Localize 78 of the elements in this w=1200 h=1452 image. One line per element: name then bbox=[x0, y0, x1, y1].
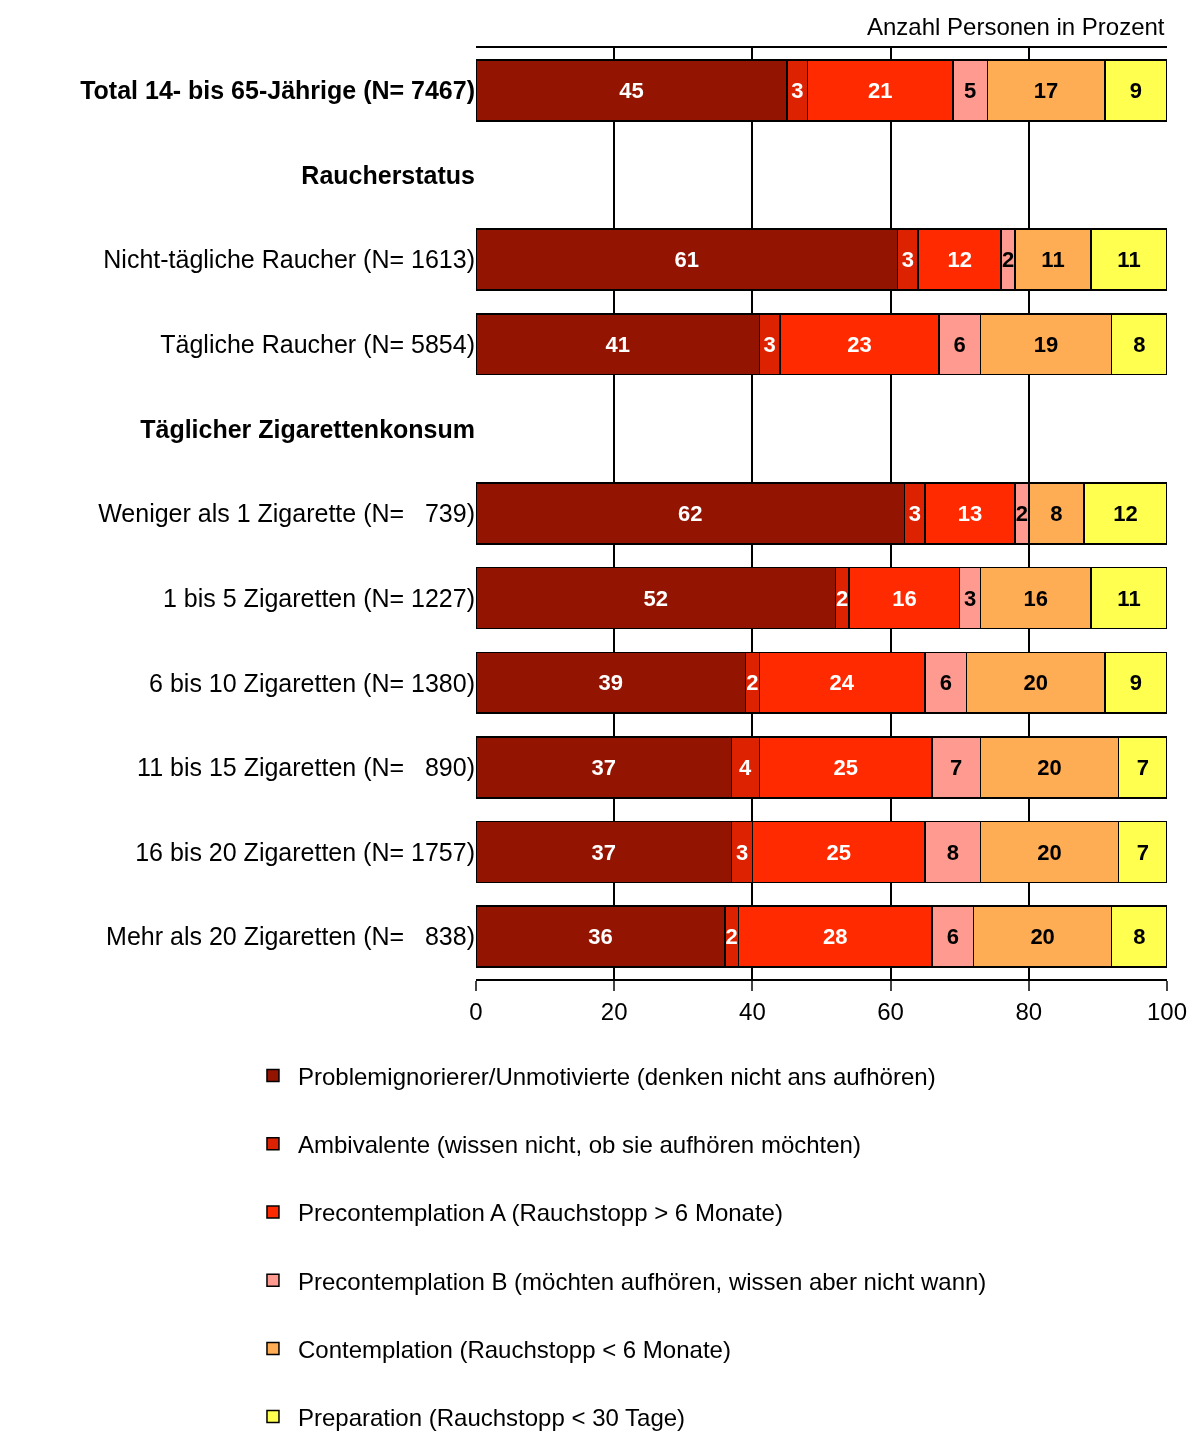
data-label: 3 bbox=[901, 247, 914, 273]
legend-label: Ambivalente (wissen nicht, ob sie aufhören möchten) bbox=[297, 1131, 861, 1159]
x-tick-label: 100 bbox=[1146, 997, 1188, 1025]
data-label: 4 bbox=[738, 754, 752, 780]
data-label: 8 bbox=[1133, 331, 1146, 357]
data-label: 6 bbox=[953, 331, 966, 357]
data-label: 45 bbox=[619, 77, 644, 103]
data-label: 39 bbox=[598, 670, 623, 696]
data-label: 2 bbox=[1015, 501, 1029, 526]
legend-label: Contemplation (Rauchstopp < 6 Monate) bbox=[297, 1335, 731, 1363]
data-label: 12 bbox=[1113, 501, 1138, 526]
data-label: 19 bbox=[1033, 331, 1059, 357]
data-label: 3 bbox=[735, 839, 749, 865]
data-label: 20 bbox=[1037, 754, 1062, 780]
data-label: 8 bbox=[946, 839, 959, 865]
data-label: 7 bbox=[950, 754, 963, 780]
data-label: 61 bbox=[674, 247, 699, 273]
data-label: 11 bbox=[1117, 585, 1141, 611]
data-label: 6 bbox=[939, 670, 953, 696]
data-label: 37 bbox=[591, 839, 617, 865]
data-label: 20 bbox=[1023, 670, 1048, 696]
data-label: 8 bbox=[1050, 501, 1063, 526]
y-tick-label: Weniger als 1 Zigarette (N= 739) bbox=[98, 499, 475, 528]
y-tick-label: Nicht-tägliche Raucher (N= 1613) bbox=[103, 245, 475, 274]
data-label: 17 bbox=[1033, 77, 1059, 103]
data-label: 62 bbox=[677, 501, 703, 526]
data-label: 2 bbox=[1001, 247, 1015, 273]
y-tick-label: 16 bis 20 Zigaretten (N= 1757) bbox=[135, 837, 475, 866]
x-tick-label: 0 bbox=[469, 997, 483, 1025]
data-label: 7 bbox=[1136, 754, 1149, 780]
y-tick-label: 11 bis 15 Zigaretten (N= 890) bbox=[137, 753, 475, 782]
data-label: 3 bbox=[763, 331, 776, 357]
data-label: 25 bbox=[833, 754, 858, 780]
x-tick-label: 20 bbox=[600, 997, 628, 1025]
legend-label: Precontemplation B (möchten aufhören, wissen aber nicht wann) bbox=[297, 1267, 987, 1295]
data-label: 9 bbox=[1129, 670, 1143, 696]
data-label: 36 bbox=[588, 924, 613, 950]
data-label: 9 bbox=[1129, 77, 1143, 103]
legend-label: Precontemplation A (Rauchstopp > 6 Monate) bbox=[297, 1199, 783, 1227]
y-tick-label: Tägliche Raucher (N= 5854) bbox=[160, 329, 475, 358]
data-label: 5 bbox=[963, 77, 977, 103]
y-tick-label: 1 bis 5 Zigaretten (N= 1227) bbox=[163, 583, 475, 612]
data-label: 25 bbox=[826, 839, 852, 865]
data-label: 20 bbox=[1030, 924, 1055, 950]
data-label: 23 bbox=[847, 331, 872, 357]
data-label: 2 bbox=[725, 924, 738, 950]
legend-label: Problemignorierer/Unmotivierte (denken nicht ans aufhören) bbox=[297, 1062, 936, 1090]
data-label: 3 bbox=[791, 77, 804, 103]
x-tick-label: 60 bbox=[877, 997, 904, 1025]
y-tick-label: 6 bis 10 Zigaretten (N= 1380) bbox=[149, 668, 475, 697]
y-tick-label: Täglicher Zigarettenkonsum bbox=[140, 414, 475, 443]
data-label: 11 bbox=[1041, 247, 1065, 273]
data-label: 2 bbox=[746, 670, 759, 696]
data-label: 52 bbox=[643, 585, 668, 611]
data-label: 8 bbox=[1133, 924, 1146, 950]
data-label: 21 bbox=[867, 77, 893, 103]
data-label: 7 bbox=[1136, 839, 1149, 865]
data-label: 37 bbox=[591, 754, 617, 780]
data-label: 16 bbox=[1023, 585, 1048, 611]
data-label: 3 bbox=[963, 585, 977, 611]
x-axis-title: Anzahl Personen in Prozent bbox=[867, 13, 1165, 40]
y-tick-label: Mehr als 20 Zigaretten (N= 838) bbox=[106, 922, 475, 951]
data-label: 6 bbox=[946, 924, 959, 950]
data-label: 24 bbox=[829, 670, 855, 696]
data-label: 11 bbox=[1117, 247, 1141, 273]
y-tick-label: Total 14- bis 65-Jährige (N= 7467) bbox=[80, 76, 475, 105]
data-label: 28 bbox=[823, 924, 848, 950]
legend-label: Preparation (Rauchstopp < 30 Tage) bbox=[297, 1403, 686, 1431]
data-label: 16 bbox=[892, 585, 917, 611]
data-label: 13 bbox=[957, 501, 983, 526]
data-label: 41 bbox=[605, 331, 630, 357]
y-tick-label: Raucherstatus bbox=[301, 160, 475, 189]
data-label: 20 bbox=[1037, 839, 1062, 865]
x-tick-label: 80 bbox=[1015, 997, 1043, 1025]
x-tick-label: 40 bbox=[739, 997, 766, 1025]
data-label: 3 bbox=[908, 501, 921, 526]
data-label: 2 bbox=[836, 585, 849, 611]
data-label: 12 bbox=[947, 247, 972, 273]
